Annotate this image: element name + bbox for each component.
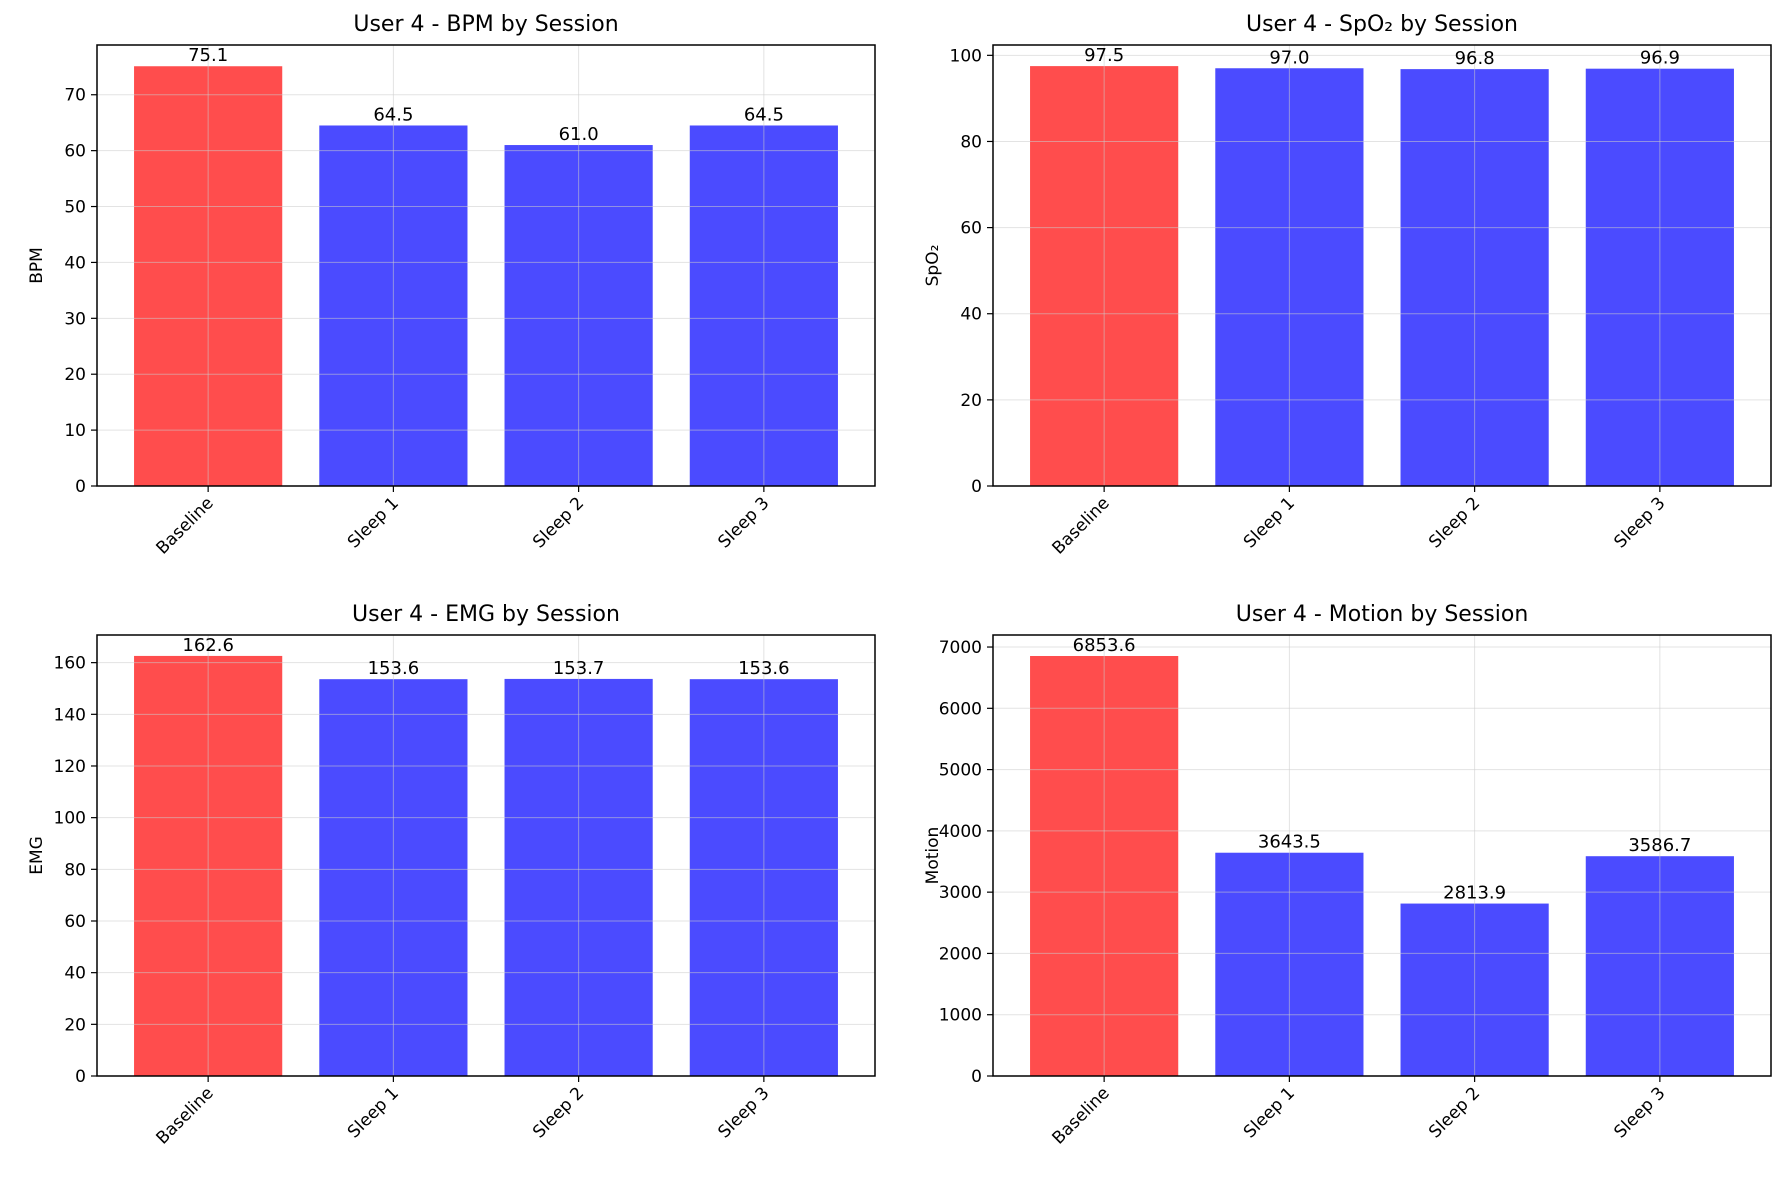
y-tick-label: 40	[960, 305, 982, 325]
y-tick-label: 50	[64, 198, 86, 218]
y-tick-label: 120	[54, 757, 86, 777]
chart-title: User 4 - Motion by Session	[1236, 602, 1529, 627]
data-label: 96.8	[1455, 48, 1495, 69]
chart-title: User 4 - SpO₂ by Session	[1246, 12, 1518, 37]
y-tick-label: 30	[64, 309, 86, 329]
data-label: 96.9	[1640, 48, 1680, 69]
y-tick-label: 5000	[939, 761, 982, 781]
data-label: 3586.7	[1628, 835, 1691, 856]
y-tick-label: 0	[75, 1067, 86, 1087]
data-label: 75.1	[188, 45, 228, 66]
data-label: 153.6	[738, 658, 790, 679]
data-label: 64.5	[744, 104, 784, 125]
data-label: 6853.6	[1073, 635, 1136, 656]
axes-frame	[96, 44, 876, 487]
y-tick-label: 40	[64, 253, 86, 273]
y-axis-label: EMG	[27, 836, 47, 875]
y-tick-label: 2000	[939, 944, 982, 964]
data-label: 2813.9	[1443, 883, 1506, 904]
y-tick-label: 7000	[939, 638, 982, 658]
axes-frame	[96, 634, 876, 1077]
data-label: 153.7	[553, 658, 605, 679]
y-tick-label: 1000	[939, 1006, 982, 1026]
y-tick-label: 20	[960, 391, 982, 411]
y-tick-label: 4000	[939, 822, 982, 842]
y-tick-label: 160	[54, 654, 86, 674]
y-tick-label: 100	[950, 46, 982, 66]
y-tick-label: 20	[64, 1015, 86, 1035]
y-tick-label: 3000	[939, 883, 982, 903]
chart-title: User 4 - EMG by Session	[352, 602, 620, 627]
y-tick-label: 60	[64, 142, 86, 162]
y-tick-label: 10	[64, 421, 86, 441]
chart-title: User 4 - BPM by Session	[353, 12, 618, 37]
data-label: 64.5	[373, 104, 413, 125]
y-tick-label: 6000	[939, 699, 982, 719]
y-tick-label: 80	[960, 132, 982, 152]
y-tick-label: 0	[971, 477, 982, 497]
y-tick-label: 40	[64, 964, 86, 984]
y-tick-label: 80	[64, 860, 86, 880]
data-label: 162.6	[182, 635, 234, 656]
y-tick-label: 100	[54, 809, 86, 829]
y-axis-label: Motion	[923, 827, 943, 885]
data-label: 97.5	[1084, 45, 1124, 66]
y-tick-label: 60	[64, 912, 86, 932]
y-tick-label: 0	[971, 1067, 982, 1087]
y-tick-label: 140	[54, 705, 86, 725]
axes-frame	[992, 634, 1772, 1077]
y-tick-label: 70	[64, 86, 86, 106]
y-tick-label: 60	[960, 219, 982, 239]
y-tick-label: 20	[64, 365, 86, 385]
data-label: 97.0	[1269, 47, 1309, 68]
y-axis-label: SpO₂	[923, 245, 943, 287]
axes-frame	[992, 44, 1772, 487]
y-axis-label: BPM	[27, 247, 47, 284]
y-tick-label: 0	[75, 477, 86, 497]
data-label: 61.0	[559, 124, 599, 145]
data-label: 3643.5	[1258, 832, 1321, 853]
data-label: 153.6	[368, 658, 420, 679]
